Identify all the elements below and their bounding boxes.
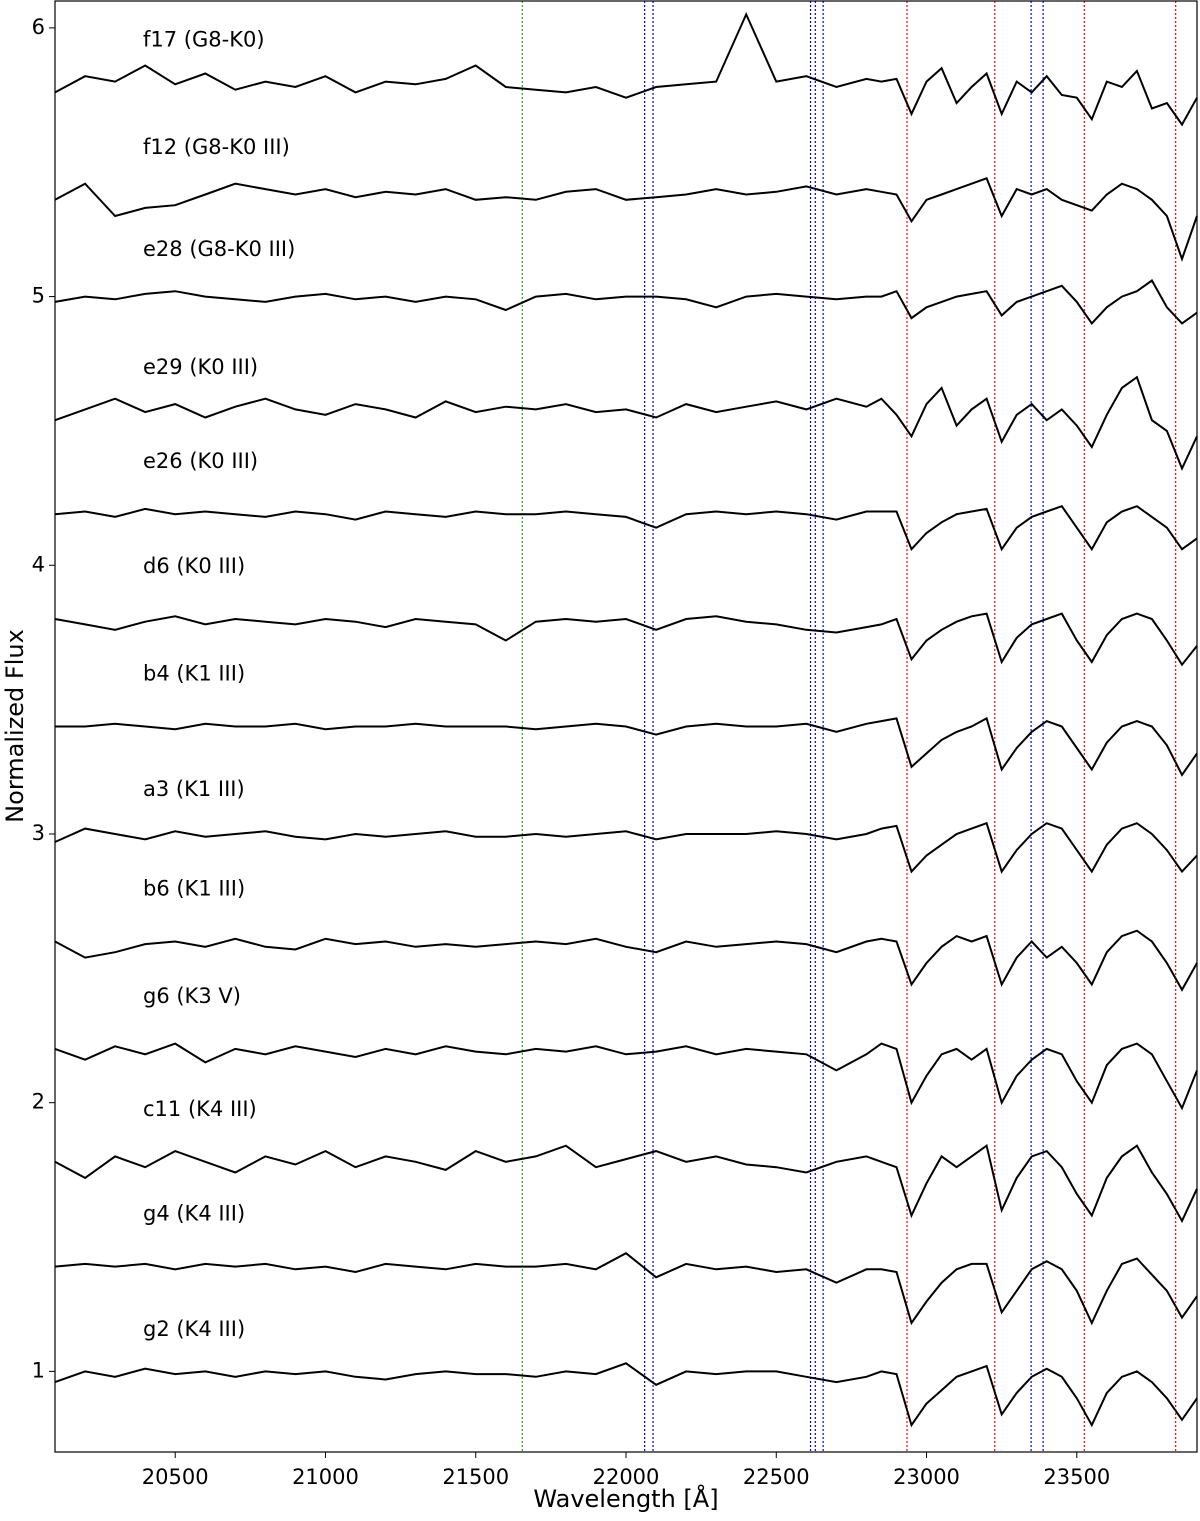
spectrum-line bbox=[54, 11, 1198, 127]
spectrum-line bbox=[55, 716, 1198, 777]
y-tick-label: 2 bbox=[32, 1090, 45, 1114]
x-tick-label: 23500 bbox=[1043, 1465, 1110, 1489]
y-tick-label: 6 bbox=[32, 15, 45, 39]
y-tick-label: 5 bbox=[32, 284, 45, 308]
spectrum-line bbox=[54, 1362, 1198, 1428]
spectrum-line bbox=[54, 375, 1198, 472]
y-tick-label: 3 bbox=[32, 821, 45, 845]
y-tick-label: 1 bbox=[32, 1358, 45, 1382]
spectrum-line bbox=[54, 505, 1198, 552]
spectrum-label: g4 (K4 III) bbox=[143, 1202, 245, 1226]
x-tick-label: 22000 bbox=[593, 1465, 660, 1489]
spectrum-label: e28 (G8-K0 III) bbox=[143, 237, 295, 261]
spectrum-label: a3 (K1 III) bbox=[143, 777, 245, 801]
spectrum-label: c11 (K4 III) bbox=[143, 1097, 257, 1121]
x-tick-label: 22500 bbox=[743, 1465, 810, 1489]
plot-frame bbox=[54, 0, 1198, 1453]
spectrum-label: f17 (G8-K0) bbox=[143, 27, 265, 51]
spectrum-line bbox=[54, 1144, 1198, 1224]
x-tick-label: 20500 bbox=[142, 1465, 209, 1489]
spectrum-line bbox=[54, 1252, 1198, 1326]
spectrum-line bbox=[54, 821, 1198, 874]
x-tick-label: 21500 bbox=[442, 1465, 509, 1489]
spectrum-line bbox=[54, 612, 1198, 667]
spectrum-label: f12 (G8-K0 III) bbox=[143, 135, 290, 159]
y-axis-label: Normalized Flux bbox=[1, 629, 29, 823]
spectrum-label: b6 (K1 III) bbox=[143, 876, 245, 900]
spectrum-line bbox=[54, 929, 1198, 992]
spectrum-label: g6 (K3 V) bbox=[143, 984, 241, 1008]
spectrum-label: b4 (K1 III) bbox=[143, 662, 245, 686]
spectrum-line bbox=[54, 279, 1198, 325]
x-axis-label: Wavelength [Å] bbox=[533, 1484, 718, 1513]
spectrum-line bbox=[54, 177, 1198, 263]
y-tick-label: 4 bbox=[32, 552, 45, 576]
spectrum-label: e29 (K0 III) bbox=[143, 355, 258, 379]
spectrum-label: d6 (K0 III) bbox=[143, 554, 245, 578]
spectrum-label: e26 (K0 III) bbox=[143, 449, 258, 473]
x-tick-label: 23000 bbox=[893, 1465, 960, 1489]
spectrum-line bbox=[54, 1042, 1198, 1111]
x-tick-label: 21000 bbox=[292, 1465, 359, 1489]
spectrum-label: g2 (K4 III) bbox=[143, 1317, 245, 1341]
